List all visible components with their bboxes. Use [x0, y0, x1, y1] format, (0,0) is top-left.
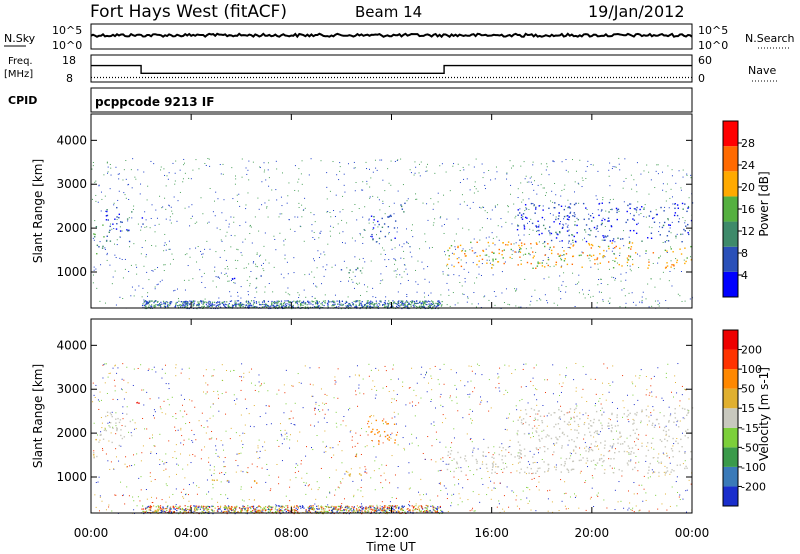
colorbar-tick-label: -100 — [741, 461, 766, 474]
y-tick-label: 1000 — [56, 470, 87, 484]
power-colorbar: 4 8 12 16 20 24 28 — [722, 120, 755, 298]
y-tick-label: 3000 — [56, 177, 87, 191]
noise-right-tick-top: 10^5 — [698, 24, 728, 37]
noise-left-label: N.Sky — [4, 32, 36, 45]
colorbar-swatch — [723, 171, 738, 197]
colorbar-swatch — [723, 330, 738, 350]
colorbar-tick-label: 16 — [741, 203, 755, 216]
colorbar-tick-label: -50 — [741, 441, 759, 454]
noise-left-tick-top: 10^5 — [52, 24, 82, 37]
freq-left-tick-bottom: 8 — [66, 72, 73, 85]
cpid-text: pcppcode 9213 IF — [95, 95, 214, 109]
y-tick-label: 3000 — [56, 382, 87, 396]
freq-left-tick-top: 18 — [62, 54, 76, 67]
noise-sky-trace — [90, 32, 693, 39]
power-y-label: Slant Range [km] — [31, 159, 45, 263]
colorbar-swatch — [723, 388, 738, 409]
colorbar-tick-label: 8 — [741, 247, 748, 260]
colorbar-tick-label: 24 — [741, 159, 755, 172]
noise-left-tick-bottom: 10^0 — [52, 39, 82, 52]
colorbar-tick-label: 200 — [741, 344, 762, 357]
time-tick-label: 00:00 — [675, 526, 710, 540]
y-tick-label: 1000 — [56, 265, 87, 279]
noise-panel: N.Sky 10^5 10^0 10^5 10^0 N.Search — [4, 23, 795, 52]
time-tick-label: 08:00 — [274, 526, 309, 540]
time-tick-label: 20:00 — [575, 526, 610, 540]
colorbar-swatch — [723, 466, 738, 487]
nave-right-tick-top: 60 — [698, 54, 712, 67]
y-tick-label: 2000 — [56, 221, 87, 235]
colorbar-swatch — [723, 427, 738, 448]
colorbar-swatch — [723, 408, 738, 428]
colorbar-swatch — [723, 121, 738, 147]
colorbar-tick-label: 100 — [741, 363, 762, 376]
y-tick-label: 4000 — [56, 338, 87, 352]
colorbar-tick-label: 28 — [741, 137, 755, 150]
time-tick-label: 16:00 — [474, 526, 509, 540]
colorbar-swatch — [723, 246, 738, 272]
colorbar-swatch — [723, 196, 738, 222]
colorbar-tick-label: 4 — [741, 269, 748, 282]
colorbar-tick-label: 50 — [741, 383, 755, 396]
freq-label-line2: [MHz] — [4, 69, 33, 80]
power-panel: 1000 2000 3000 4000 Slant Range [km] — [31, 113, 694, 310]
colorbar-swatch — [723, 221, 738, 247]
y-tick-label: 2000 — [56, 426, 87, 440]
time-tick-label: 12:00 — [374, 526, 409, 540]
time-tick-label: 00:00 — [74, 526, 109, 540]
frequency-panel: Freq. [MHz] 18 8 60 0 Nave — [4, 54, 778, 85]
colorbar-swatch — [723, 369, 738, 389]
velocity-y-axis: 1000 2000 3000 4000 — [56, 338, 692, 484]
colorbar-tick-label: -200 — [741, 480, 766, 493]
station-title: Fort Hays West (fitACF) — [90, 2, 287, 22]
time-tick-label: 04:00 — [174, 526, 209, 540]
colorbar-swatch — [723, 146, 738, 172]
beam-label: Beam 14 — [355, 3, 422, 21]
nave-right-label: Nave — [748, 64, 776, 77]
y-tick-label: 4000 — [56, 133, 87, 147]
colorbar-tick-label: 15 — [741, 402, 755, 415]
velocity-y-label: Slant Range [km] — [31, 364, 45, 468]
noise-right-tick-bottom: 10^0 — [698, 39, 728, 52]
freq-label-line1: Freq. — [8, 56, 33, 67]
colorbar-tick-label: 20 — [741, 181, 755, 194]
date-label: 19/Jan/2012 — [588, 2, 685, 21]
time-axis-label: Time UT — [365, 540, 416, 554]
velocity-panel: 1000 2000 3000 4000 Slant Range [km] — [31, 318, 694, 515]
cpid-label: CPID — [8, 94, 37, 107]
power-y-axis: 1000 2000 3000 4000 — [56, 133, 692, 279]
velocity-colorbar: 200 100 50 15 -15 -50 -100 -200 — [722, 329, 766, 507]
nave-right-tick-bottom: 0 — [698, 72, 705, 85]
colorbar-swatch — [723, 447, 738, 467]
cpid-panel: CPID pcppcode 9213 IF — [8, 87, 693, 113]
colorbar-swatch — [723, 349, 738, 370]
colorbar-tick-label: -15 — [741, 422, 759, 435]
colorbar-swatch — [723, 486, 738, 506]
noise-right-label: N.Search — [745, 32, 795, 45]
colorbar-tick-label: 12 — [741, 225, 755, 238]
colorbar-swatch — [723, 271, 738, 297]
time-axis: 00:00 04:00 08:00 12:00 16:00 20:00 00:00 — [74, 114, 710, 540]
power-data — [91, 157, 694, 310]
frequency-trace — [91, 64, 692, 75]
velocity-colorbar-label: Velocity [m s-1] — [757, 367, 771, 461]
power-colorbar-label: Power [dB] — [757, 171, 771, 236]
